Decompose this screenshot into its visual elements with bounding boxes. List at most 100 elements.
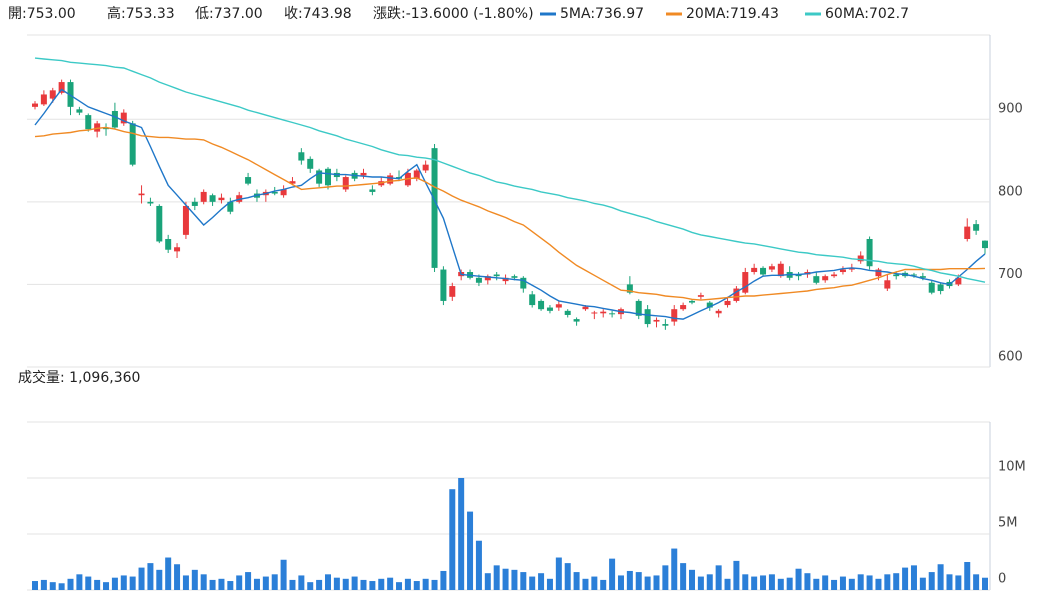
candle-body (449, 286, 456, 297)
candle-body (573, 319, 580, 322)
candle-body (751, 267, 758, 273)
candle-body (209, 195, 216, 202)
volume-bar (831, 579, 838, 590)
quote-field: 開:753.00 (8, 6, 76, 22)
volume-bar (813, 578, 820, 590)
volume-bar (715, 565, 722, 590)
candle-body (982, 240, 988, 249)
candle-body (236, 195, 243, 202)
candle-body (662, 324, 669, 326)
volume-bar (653, 575, 660, 590)
volume-bar (937, 564, 944, 590)
volume-bar (280, 559, 287, 590)
volume-bar (262, 576, 269, 590)
volume-bar (467, 511, 474, 590)
candle-body (120, 112, 127, 124)
volume-bar (484, 573, 491, 590)
candle-body (289, 181, 296, 184)
candle-body (431, 148, 438, 268)
candle-body (298, 152, 305, 161)
volume-bar (848, 578, 855, 590)
candle-body (795, 274, 802, 277)
volume-bar (147, 563, 154, 590)
volume-bar (396, 582, 403, 590)
volume-bar (928, 572, 935, 590)
candle-body (955, 277, 962, 285)
candle-body (706, 302, 713, 308)
candle-body (307, 158, 314, 169)
volume-bar (351, 576, 358, 590)
candle-body (742, 272, 749, 293)
volume-bar (174, 564, 181, 590)
volume-bar (777, 578, 784, 590)
volume-bar (440, 570, 447, 590)
ma-line (34, 88, 986, 320)
volume-bar (902, 567, 909, 590)
candle-body (538, 300, 545, 310)
candle-body (245, 177, 252, 184)
volume-bar (546, 578, 553, 590)
volume-bar (795, 568, 802, 590)
volume-bar (706, 574, 713, 590)
y-tick-label: 700 (998, 267, 1023, 282)
volume-bar (955, 575, 962, 590)
quote-field: 高:753.33 (107, 5, 175, 22)
quote-field: 收:743.98 (284, 6, 352, 22)
volume-bar (404, 578, 411, 590)
volume-bar (582, 578, 589, 590)
volume-bar (973, 574, 980, 590)
candle-body (94, 123, 101, 132)
volume-bar (919, 577, 926, 590)
volume-bar (786, 577, 793, 590)
candle-body (813, 276, 820, 283)
volume-bar (49, 582, 56, 590)
volume-bar (946, 574, 953, 590)
candle-body (369, 189, 376, 192)
volume-bar (493, 565, 500, 590)
candle-body (324, 168, 331, 186)
volume-bar (236, 575, 243, 590)
volume-bar (298, 575, 305, 590)
volume-bar (635, 572, 642, 590)
volume-bar (103, 582, 110, 590)
y-tick-label: 10M (998, 460, 1026, 475)
candle-body (40, 94, 47, 105)
candle-body (520, 277, 527, 289)
candle-body (147, 201, 154, 204)
candle-body (511, 276, 518, 278)
volume-bar (804, 573, 811, 590)
candle-body (964, 226, 971, 239)
volume-bar (32, 581, 38, 590)
candle-body (85, 115, 92, 130)
volume-bar (138, 567, 145, 590)
candle-body (58, 82, 65, 93)
volume-bar (857, 574, 864, 590)
candle-body (928, 282, 935, 293)
candle-body (32, 103, 38, 107)
volume-bar (218, 578, 225, 590)
candle-body (129, 123, 136, 165)
candle-body (600, 311, 607, 314)
volume-bar (591, 576, 598, 590)
volume-bar (316, 579, 323, 590)
volume-bar (289, 579, 296, 590)
volume-bar (964, 562, 971, 590)
volume-bar (191, 569, 198, 590)
candle-body (546, 307, 553, 311)
volume-bar (573, 572, 580, 590)
candle-body (138, 193, 145, 196)
candle-body (191, 201, 198, 206)
candle-body (760, 267, 767, 275)
volume-bar (555, 557, 562, 590)
candle-body (165, 238, 172, 250)
volume-bar (751, 576, 758, 590)
candle-body (555, 304, 562, 308)
volume-bar (431, 579, 438, 590)
candle-body (475, 277, 482, 283)
candle-body (857, 255, 864, 262)
volume-bar (866, 575, 873, 590)
y-tick-label: 900 (998, 102, 1023, 117)
volume-bar (129, 576, 136, 590)
y-tick-label: 600 (998, 350, 1023, 365)
